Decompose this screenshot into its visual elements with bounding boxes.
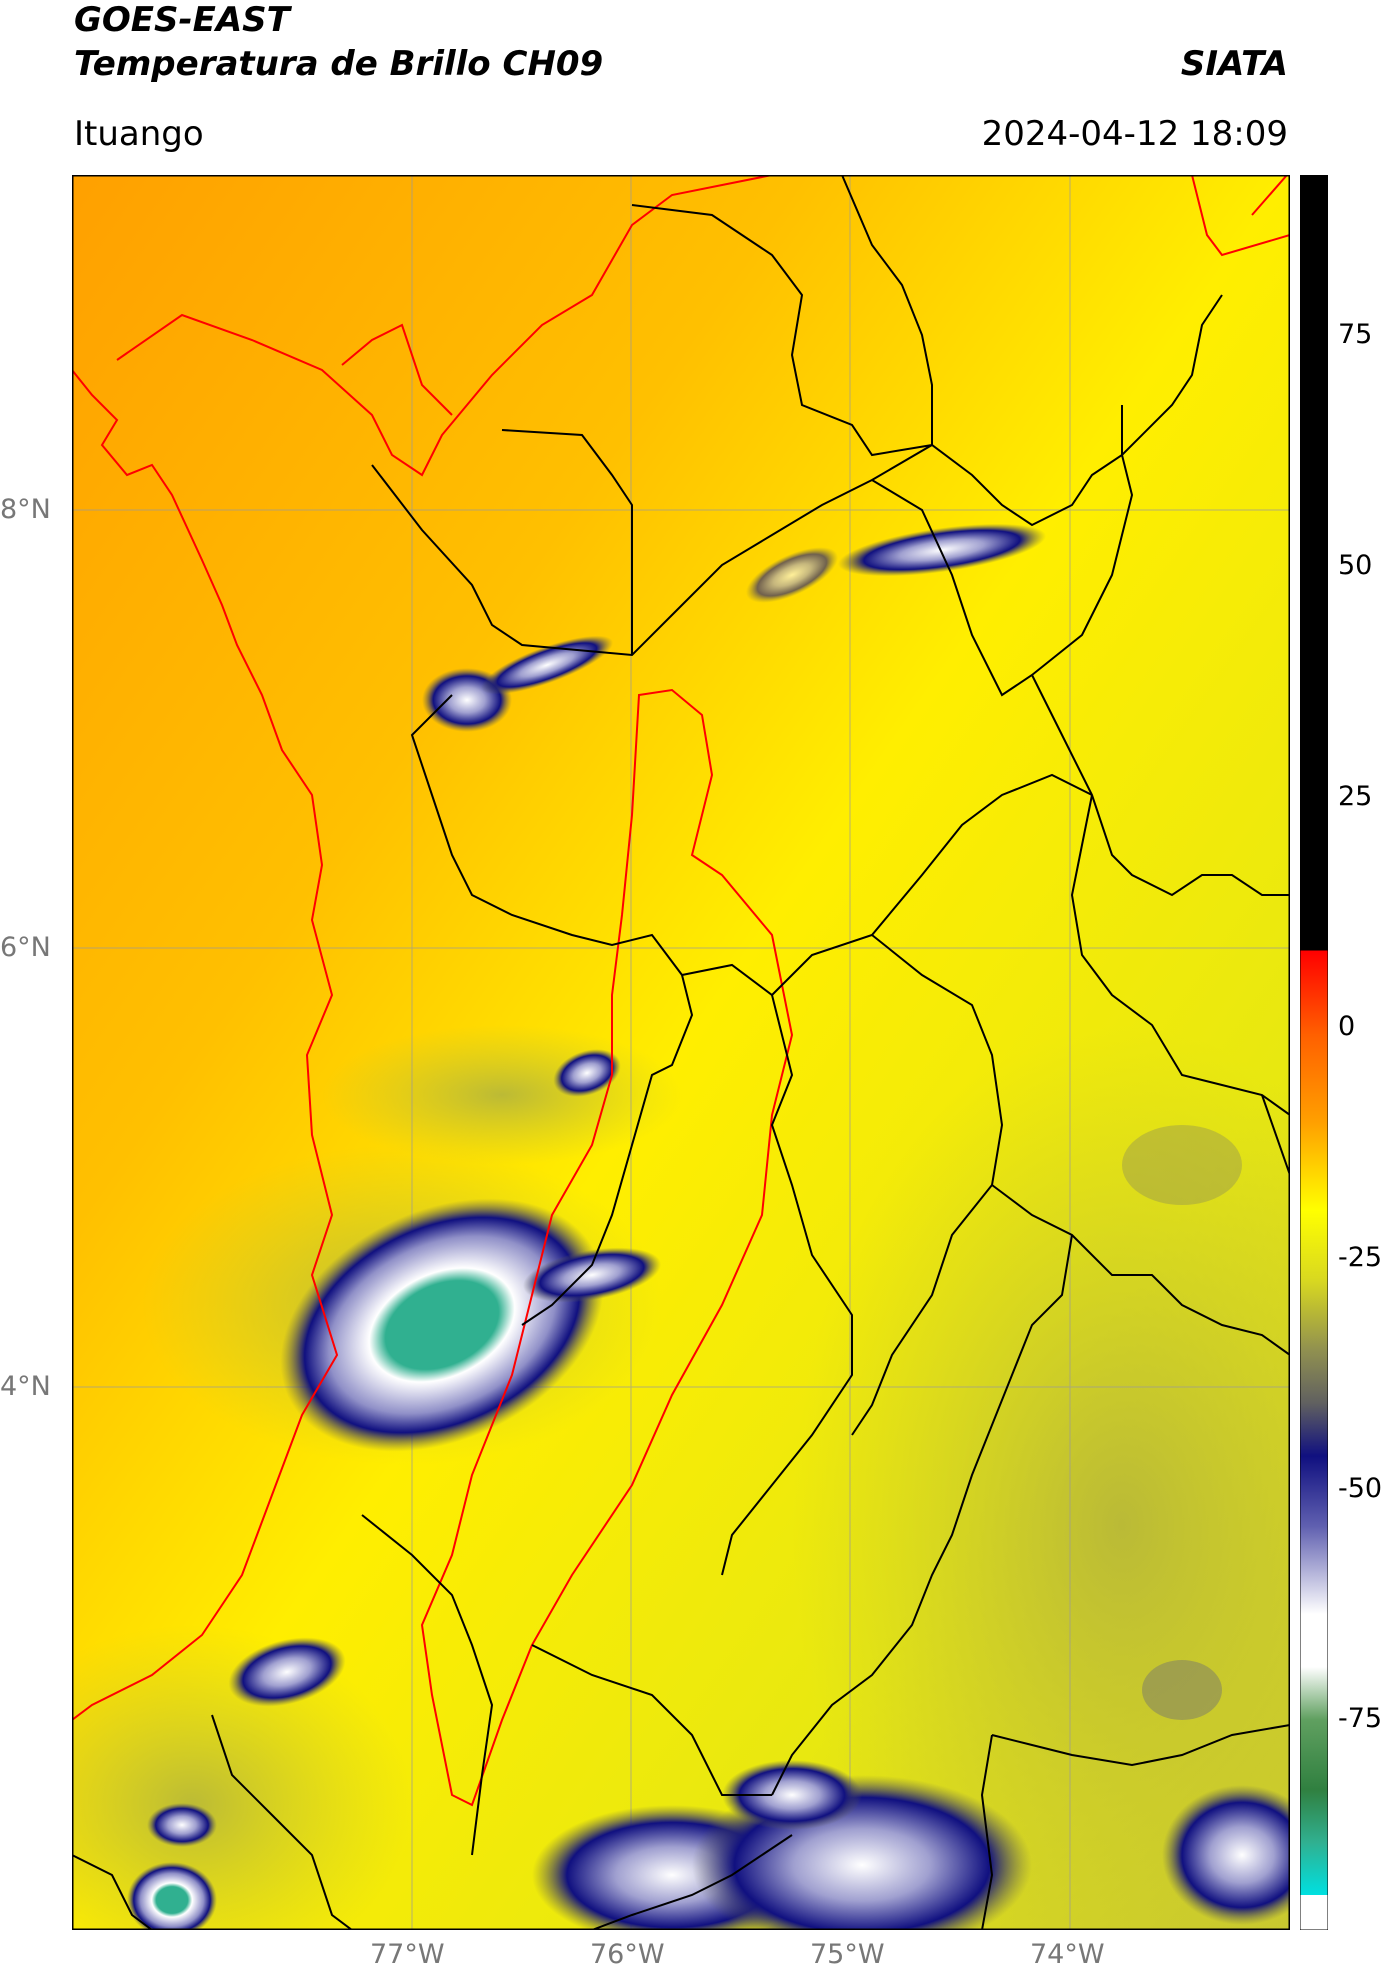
brand-label: SIATA [1180, 44, 1288, 84]
lat-label-6n: 6°N [0, 932, 51, 963]
colorbar-tick-50: 50 [1338, 550, 1373, 581]
timestamp-label: 2024-04-12 18:09 [981, 114, 1288, 154]
map-title-product: Temperatura de Brillo CH09 [74, 44, 604, 84]
map-title-satellite: GOES-EAST [74, 0, 290, 40]
lon-label-77w: 77°W [370, 1939, 445, 1970]
satellite-map [72, 175, 1290, 1930]
location-label: Ituango [74, 114, 204, 154]
colorbar-tick-minus50: -50 [1338, 1473, 1383, 1504]
colorbar-tick-25: 25 [1338, 781, 1373, 812]
lon-label-74w: 74°W [1030, 1939, 1105, 1970]
lat-label-4n: 4°N [0, 1371, 51, 1402]
colorbar [1300, 175, 1328, 1930]
colorbar-tick-minus25: -25 [1338, 1242, 1383, 1273]
lat-label-8n: 8°N [0, 494, 51, 525]
colorbar-tick-0: 0 [1338, 1011, 1356, 1042]
lon-label-76w: 76°W [590, 1939, 665, 1970]
colorbar-tick-minus75: -75 [1338, 1703, 1383, 1734]
colorbar-tick-75: 75 [1338, 319, 1373, 350]
lon-label-75w: 75°W [810, 1939, 885, 1970]
